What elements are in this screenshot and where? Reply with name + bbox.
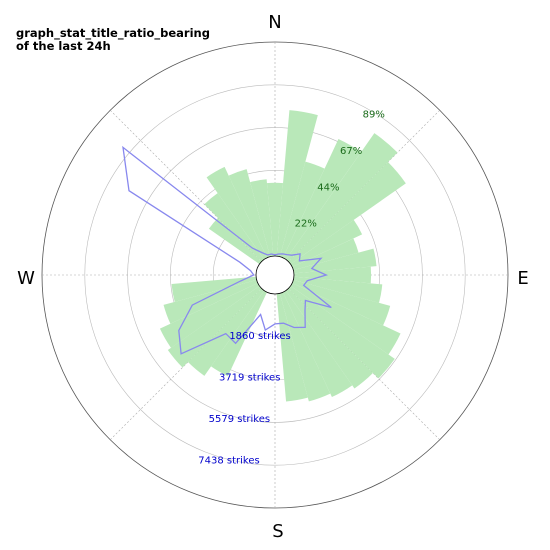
strikes-tick-label: 3719 strikes: [219, 372, 280, 383]
ratio-tick-label: 67%: [340, 146, 362, 157]
chart-title: graph_stat_title_ratio_bearing of the la…: [16, 27, 210, 53]
ratio-bar: [250, 179, 274, 257]
ratio-bar: [204, 193, 265, 262]
ratio-bar: [293, 248, 377, 274]
ratio-bar: [283, 138, 362, 260]
strikes-tick-label: 5579 strikes: [209, 414, 270, 425]
compass-label-e: E: [517, 268, 528, 289]
ratio-bar: [288, 285, 395, 379]
ratio-tick-label: 22%: [295, 219, 317, 230]
strikes-series: [122, 145, 332, 355]
ratio-bar: [292, 279, 391, 326]
ratio-bar: [276, 110, 318, 257]
compass-label-w: W: [17, 268, 35, 289]
ratio-bar: [211, 290, 267, 377]
ratio-bar: [208, 217, 262, 265]
ratio-bar: [293, 276, 383, 303]
ratio-bar: [276, 293, 308, 402]
ratio-bar: [206, 166, 267, 260]
ratio-bar: [285, 133, 398, 262]
strikes-tick-label: 7438 strikes: [198, 456, 259, 467]
grid-ring: [84, 84, 466, 466]
axis-labels: N E S W 22% 44% 67% 89% 1860 strikes 3719 strikes…: [17, 12, 529, 542]
ratio-bar: [290, 283, 401, 355]
ratio-series: [159, 110, 406, 402]
ratio-bar: [228, 169, 271, 258]
strikes-tick-label: 1860 strikes: [229, 331, 290, 342]
compass-label-n: N: [268, 12, 281, 33]
strikes-line: [122, 145, 332, 355]
ratio-bar: [163, 279, 258, 324]
ratio-bar: [288, 162, 406, 265]
ratio-bar: [279, 161, 325, 258]
ratio-bar: [285, 288, 373, 389]
ratio-bar: [187, 288, 265, 376]
chart-title-line1: graph_stat_title_ratio_bearing: [16, 26, 210, 40]
center-disc: [255, 255, 295, 295]
ratio-bar: [159, 283, 260, 348]
ratio-tick-label: 44%: [317, 182, 339, 193]
ratio-bar: [292, 238, 359, 271]
chart-title-line2: of the last 24h: [16, 39, 111, 53]
ratio-bar: [279, 292, 331, 402]
ratio-bar: [290, 219, 363, 267]
polar-grid: [41, 41, 509, 509]
ratio-bar: [283, 290, 353, 398]
compass-label-s: S: [272, 521, 283, 542]
ratio-bar: [266, 182, 284, 257]
ratio-bar: [293, 266, 372, 284]
ratio-tick-label: 89%: [363, 110, 385, 121]
ratio-bar: [167, 285, 262, 368]
